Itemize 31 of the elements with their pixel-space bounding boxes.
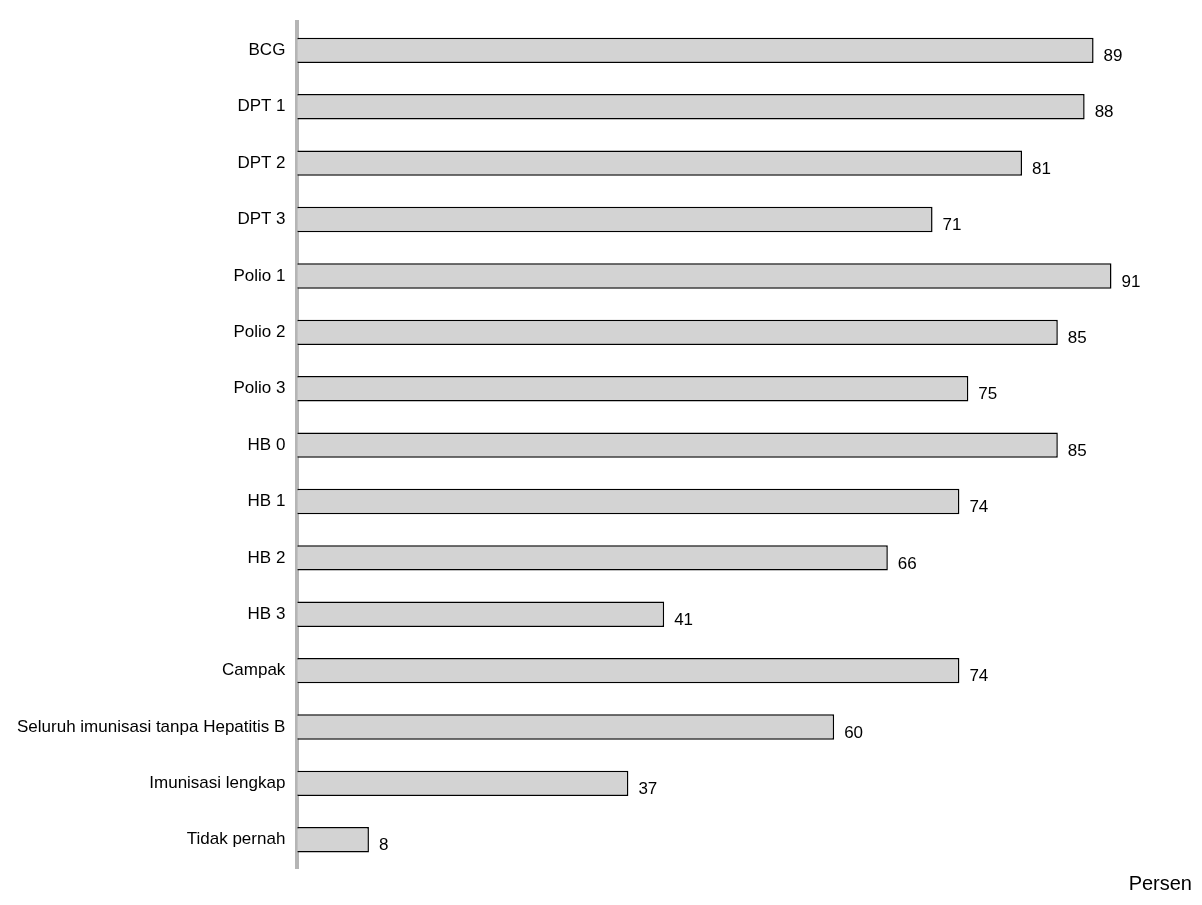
data-label: 41 [674,609,694,629]
y-tick-label: Tidak pernah [186,829,286,849]
data-label: 81 [1032,158,1051,178]
y-tick-label: Imunisasi lengkap [149,773,286,793]
data-label: 74 [969,666,989,686]
y-tick-label: HB 0 [247,434,286,454]
y-tick-label: Campak [222,660,286,680]
data-label: 71 [942,215,962,235]
y-tick-label: HB 3 [247,603,286,623]
y-tick-label: Polio 1 [233,265,286,285]
data-label: 91 [1121,271,1141,291]
data-label: 85 [1067,440,1087,460]
data-label: 89 [1103,46,1123,66]
data-label: 88 [1094,102,1114,122]
y-tick-label: DPT 3 [237,209,286,229]
data-label: 85 [1067,328,1087,348]
y-tick-label: Seluruh imunisasi tanpa Hepatitis B [16,716,286,736]
y-tick-label: HB 1 [247,491,286,511]
y-tick-label: Polio 3 [233,378,286,398]
y-tick-label: DPT 2 [237,152,286,172]
y-tick-label: Polio 2 [233,322,286,342]
x-axis-title: Persen [1128,871,1192,894]
data-label: 75 [978,384,998,404]
y-tick-label: HB 2 [247,547,286,567]
y-tick-label: BCG [248,40,286,60]
data-label: 74 [969,497,989,517]
data-label: 37 [638,779,658,799]
data-label: 8 [378,835,389,855]
y-tick-label: DPT 1 [237,96,286,116]
data-label: 66 [897,553,917,573]
data-label: 60 [844,722,864,742]
